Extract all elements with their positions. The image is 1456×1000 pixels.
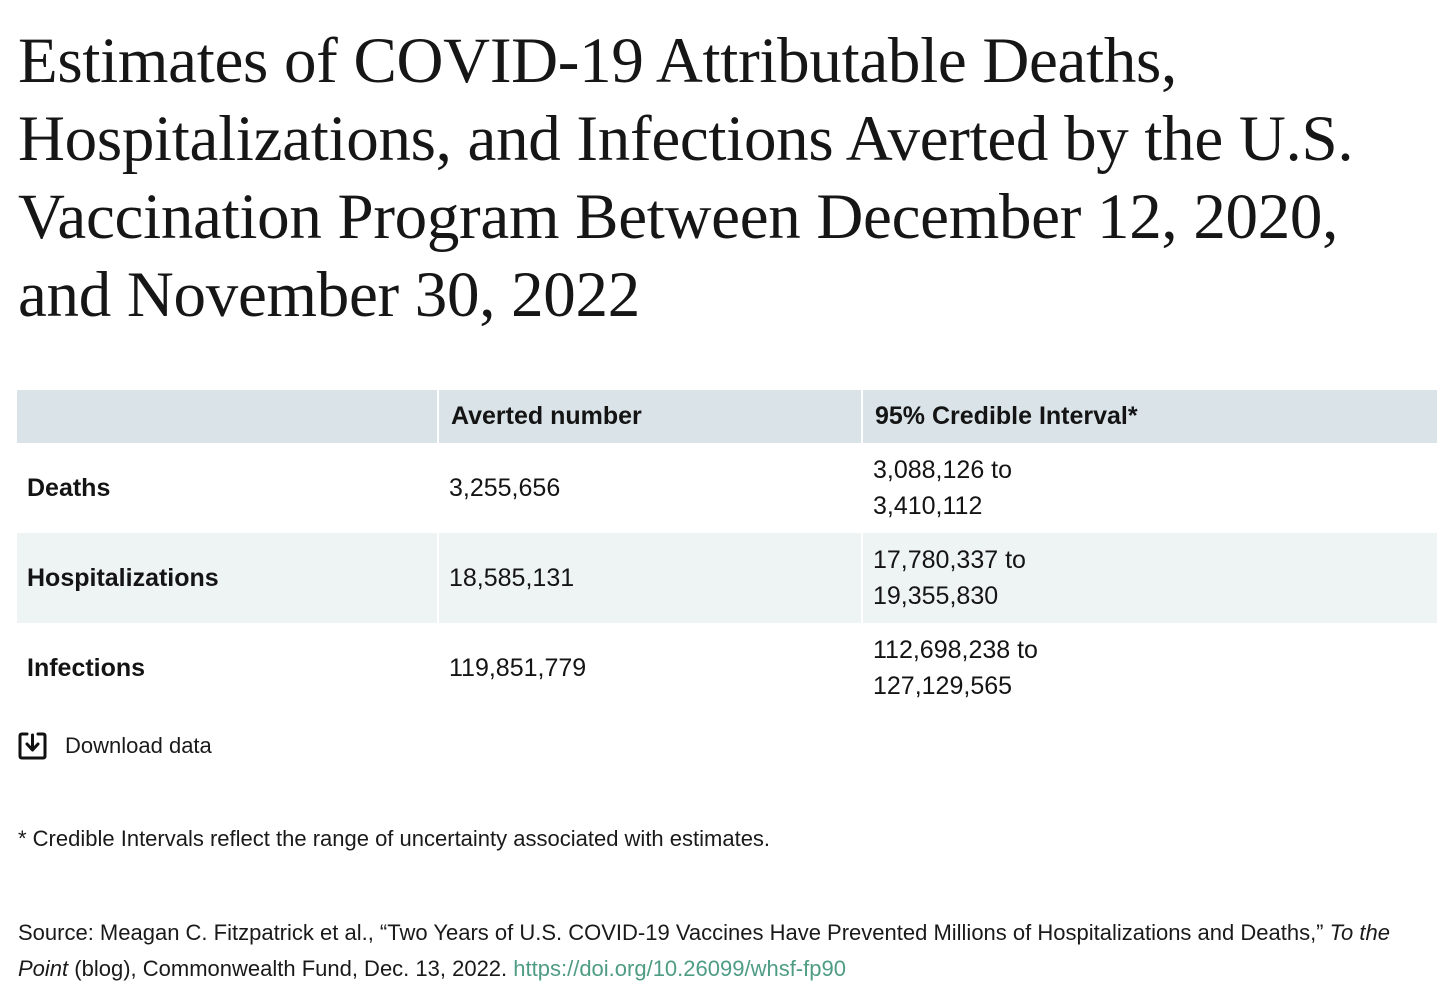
averted-hospitalizations: 18,585,131 — [437, 533, 862, 623]
source-citation: Source: Meagan C. Fitzpatrick et al., “T… — [18, 915, 1438, 987]
ci-high: 19,355,830 — [873, 582, 999, 610]
download-data-label: Download data — [65, 733, 212, 758]
download-data-button[interactable]: Download data — [18, 732, 212, 760]
ci-infections: 112,698,238 to 127,129,565 — [861, 623, 1437, 713]
ci-low: 17,780,337 to — [873, 546, 1026, 574]
ci-high: 127,129,565 — [873, 672, 1013, 700]
row-label-infections: Infections — [27, 654, 146, 682]
header-empty — [17, 390, 438, 443]
ci-deaths: 3,088,126 to 3,410,112 — [861, 443, 1437, 533]
data-table: Averted number 95% Credible Interval* De… — [17, 390, 1437, 713]
download-icon — [18, 732, 47, 760]
row-label-hospitalizations: Hospitalizations — [17, 533, 438, 623]
source-prefix: Source: Meagan C. Fitzpatrick et al., “T… — [18, 920, 1330, 945]
table-row: Deaths 3,255,656 3,088,126 to 3,410,112 — [17, 443, 1437, 533]
source-doi-link[interactable]: https://doi.org/10.26099/whsf-fp90 — [513, 956, 846, 981]
header-credible-interval: 95% Credible Interval* — [861, 390, 1437, 443]
ci-hospitalizations: 17,780,337 to 19,355,830 — [861, 533, 1437, 623]
source-publication: To the Point — [18, 920, 1390, 981]
chart-title: Estimates of COVID-19 Attributable Death… — [18, 25, 1354, 331]
averted-infections: 119,851,779 — [437, 623, 862, 713]
averted-deaths: 3,255,656 — [437, 443, 862, 533]
table-header-row: Averted number 95% Credible Interval* — [17, 390, 1437, 443]
ci-low: 3,088,126 to — [873, 456, 1013, 484]
header-averted-number: Averted number — [437, 390, 862, 443]
ci-low: 112,698,238 to — [873, 636, 1038, 664]
source-suffix: (blog), Commonwealth Fund, Dec. 13, 2022… — [68, 956, 514, 981]
table-row: Hospitalizations 18,585,131 17,780,337 t… — [17, 533, 1437, 623]
footnote: * Credible Intervals reflect the range o… — [18, 826, 771, 851]
ci-high: 3,410,112 — [873, 492, 983, 520]
row-label-deaths: Deaths — [27, 474, 111, 502]
table-row: Infections 119,851,779 112,698,238 to 12… — [17, 623, 1437, 713]
